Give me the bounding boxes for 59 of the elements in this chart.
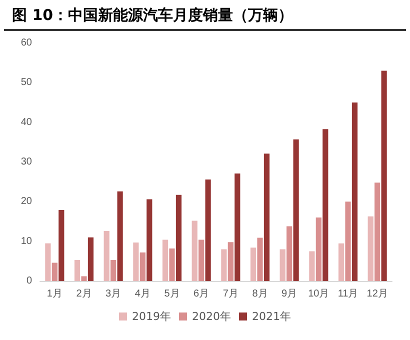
- x-tick-label: 9月: [282, 288, 298, 300]
- bar: [257, 238, 263, 281]
- bar: [345, 202, 351, 281]
- bar: [286, 226, 292, 281]
- legend-label: 2020年: [192, 310, 232, 323]
- bar: [133, 242, 139, 281]
- y-tick-label: 0: [26, 276, 32, 286]
- bar: [228, 242, 234, 281]
- bar: [45, 243, 51, 281]
- bar: [169, 248, 175, 281]
- x-tick-label: 2月: [76, 288, 92, 300]
- bar: [88, 237, 94, 281]
- bar: [104, 231, 110, 281]
- x-tick-label: 7月: [222, 288, 238, 300]
- bar: [205, 179, 211, 281]
- bar: [264, 154, 270, 281]
- x-tick-label: 10月: [308, 288, 330, 300]
- bar: [52, 262, 58, 281]
- bar: [74, 260, 80, 281]
- y-tick-label: 30: [20, 156, 32, 168]
- y-tick-label: 20: [20, 196, 32, 208]
- legend-label: 2019年: [132, 310, 172, 323]
- bar: [140, 252, 146, 281]
- bar: [374, 182, 380, 281]
- bar: [322, 129, 328, 281]
- x-tick-label: 11月: [338, 288, 358, 300]
- bar: [176, 194, 182, 281]
- bar: [162, 240, 168, 281]
- x-tick-label: 1月: [46, 288, 62, 300]
- bar: [234, 174, 240, 281]
- bar: [58, 210, 64, 281]
- bar: [309, 251, 315, 281]
- bar: [192, 220, 198, 281]
- bar: [381, 70, 387, 281]
- y-tick-label: 60: [20, 38, 32, 48]
- bar: [117, 191, 123, 281]
- y-tick-label: 40: [20, 116, 32, 128]
- x-tick-label: 6月: [194, 288, 210, 300]
- bar: [338, 243, 344, 281]
- y-tick-label: 50: [20, 77, 32, 88]
- bar: [368, 216, 374, 281]
- x-tick-label: 5月: [164, 288, 180, 300]
- legend-label: 2021年: [252, 310, 291, 323]
- bar: [146, 199, 152, 281]
- bar: [81, 276, 87, 281]
- x-tick-label: 3月: [106, 288, 122, 300]
- y-tick-label: 10: [20, 236, 32, 247]
- bar: [198, 240, 204, 281]
- bar: [352, 102, 358, 281]
- chart-title: 图 10：中国新能源汽车月度销量（万辆）: [4, 0, 406, 31]
- bar: [280, 249, 286, 281]
- bar: [316, 218, 322, 281]
- x-tick-label: 12月: [366, 288, 388, 300]
- x-tick-label: 8月: [252, 288, 268, 300]
- bar: [110, 260, 116, 281]
- bar: [293, 139, 299, 281]
- bar: [221, 249, 227, 281]
- x-tick-label: 4月: [134, 288, 150, 300]
- bar: [250, 248, 256, 281]
